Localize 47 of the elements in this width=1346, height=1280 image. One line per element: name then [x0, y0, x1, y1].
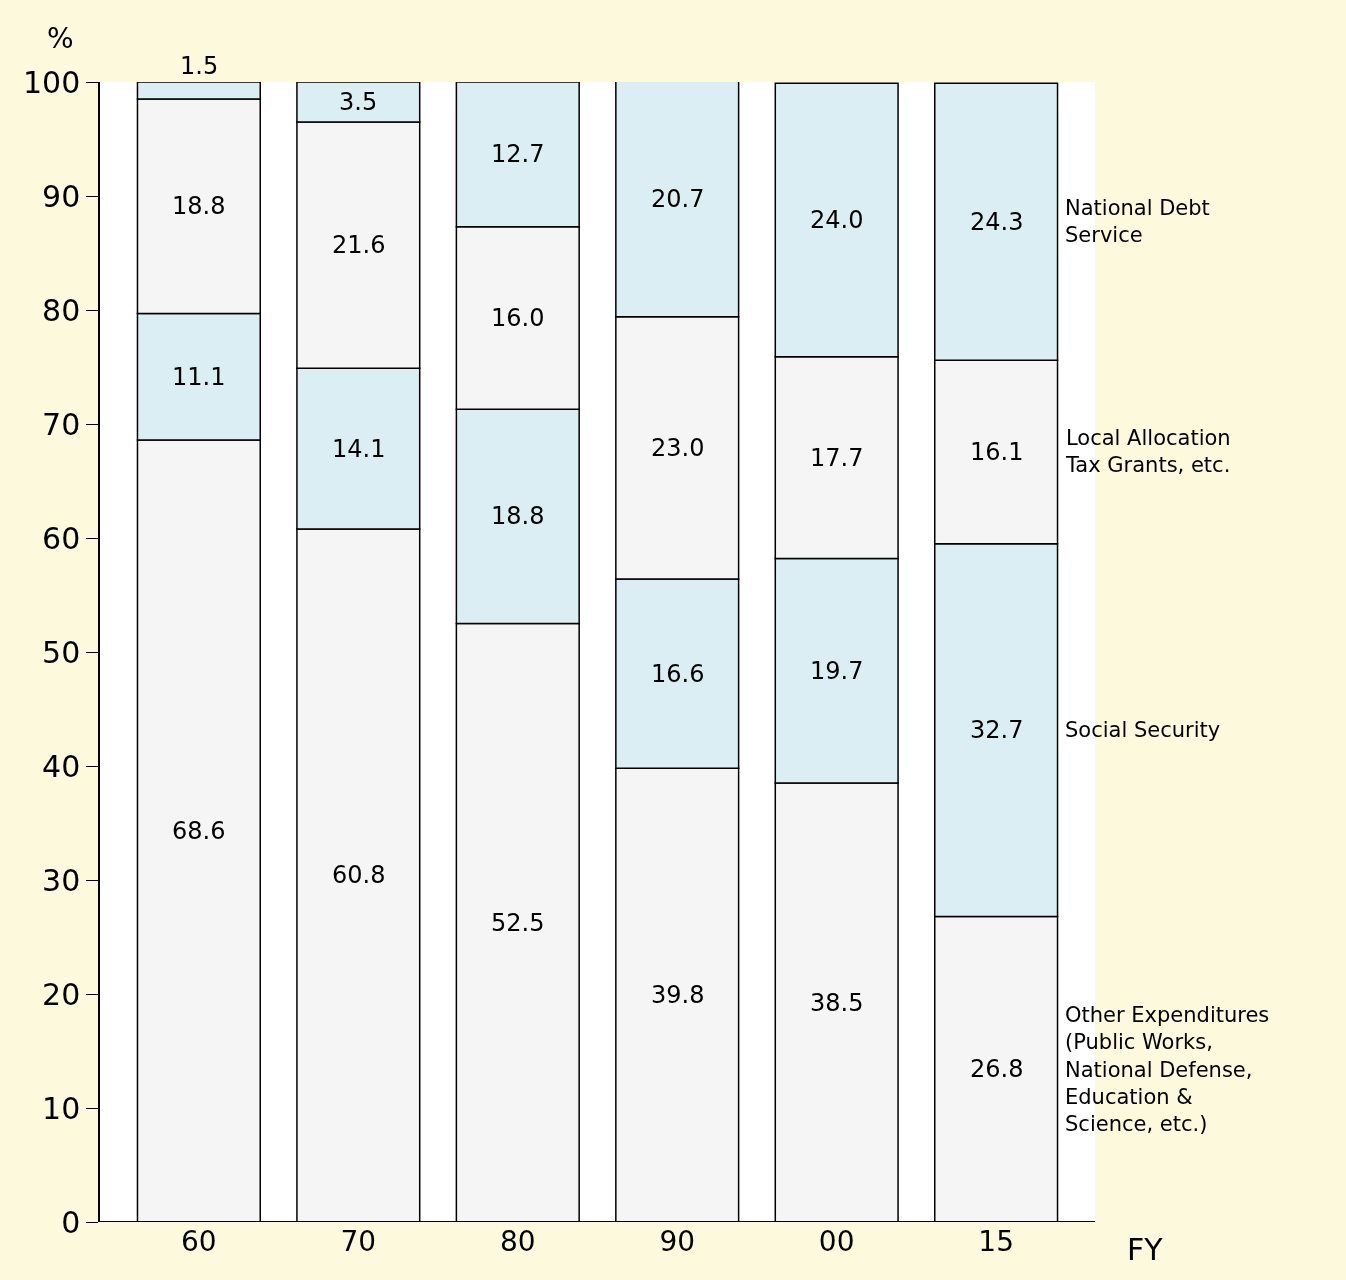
- x-tick-label: 60: [181, 1225, 217, 1258]
- data-label: 16.0: [491, 304, 545, 332]
- x-tick-label: 15: [978, 1225, 1014, 1258]
- x-tick-label: 80: [499, 1225, 536, 1258]
- data-label: 24.0: [810, 206, 864, 234]
- data-label: 60.8: [332, 861, 386, 889]
- data-label: 20.7: [651, 185, 705, 213]
- y-tick-label: 90: [42, 178, 81, 214]
- x-tick-label: 70: [340, 1225, 377, 1258]
- data-label: 12.7: [491, 140, 545, 168]
- y-tick-label: 40: [42, 748, 81, 784]
- y-axis-title: %: [47, 22, 74, 55]
- series-label: National Debt Service: [1065, 196, 1210, 248]
- data-label: 18.8: [491, 502, 545, 530]
- y-tick-label: 100: [22, 64, 81, 100]
- y-tick-label: 50: [42, 634, 81, 670]
- y-tick-label: 70: [42, 406, 81, 442]
- series-label: Local Allocation Tax Grants, etc.: [1065, 426, 1231, 478]
- y-tick-label: 20: [42, 976, 81, 1012]
- data-label: 21.6: [332, 231, 386, 259]
- x-tick-label: 90: [659, 1225, 696, 1258]
- data-label: 14.1: [332, 435, 386, 463]
- y-tick-label: 0: [61, 1204, 81, 1240]
- data-label: 24.3: [970, 208, 1024, 236]
- data-label: 23.0: [651, 434, 705, 462]
- series-label: Other Expenditures (Public Works, National Defense, Education & Science, etc.): [1065, 1003, 1270, 1137]
- data-label: 52.5: [491, 909, 545, 937]
- data-label: 11.1: [172, 363, 226, 391]
- data-label: 39.8: [651, 981, 705, 1009]
- data-label: 3.5: [339, 88, 378, 116]
- data-label: 16.1: [970, 438, 1024, 466]
- data-label: 16.6: [651, 660, 705, 688]
- data-label: 1.5: [180, 52, 219, 80]
- series-label: Social Security: [1065, 718, 1221, 742]
- x-tick-label: 00: [818, 1225, 855, 1258]
- data-label: 18.8: [172, 192, 226, 220]
- data-label: 26.8: [970, 1055, 1024, 1083]
- data-label: 32.7: [970, 716, 1024, 744]
- y-tick-label: 80: [42, 292, 81, 328]
- y-tick-label: 10: [42, 1090, 81, 1126]
- y-tick-label: 60: [42, 520, 81, 556]
- data-label: 68.6: [172, 817, 226, 845]
- x-axis-title: FY: [1127, 1232, 1164, 1267]
- data-label: 19.7: [810, 657, 864, 685]
- data-label: 38.5: [810, 989, 864, 1017]
- data-label: 17.7: [810, 444, 864, 472]
- y-tick-label: 30: [42, 862, 81, 898]
